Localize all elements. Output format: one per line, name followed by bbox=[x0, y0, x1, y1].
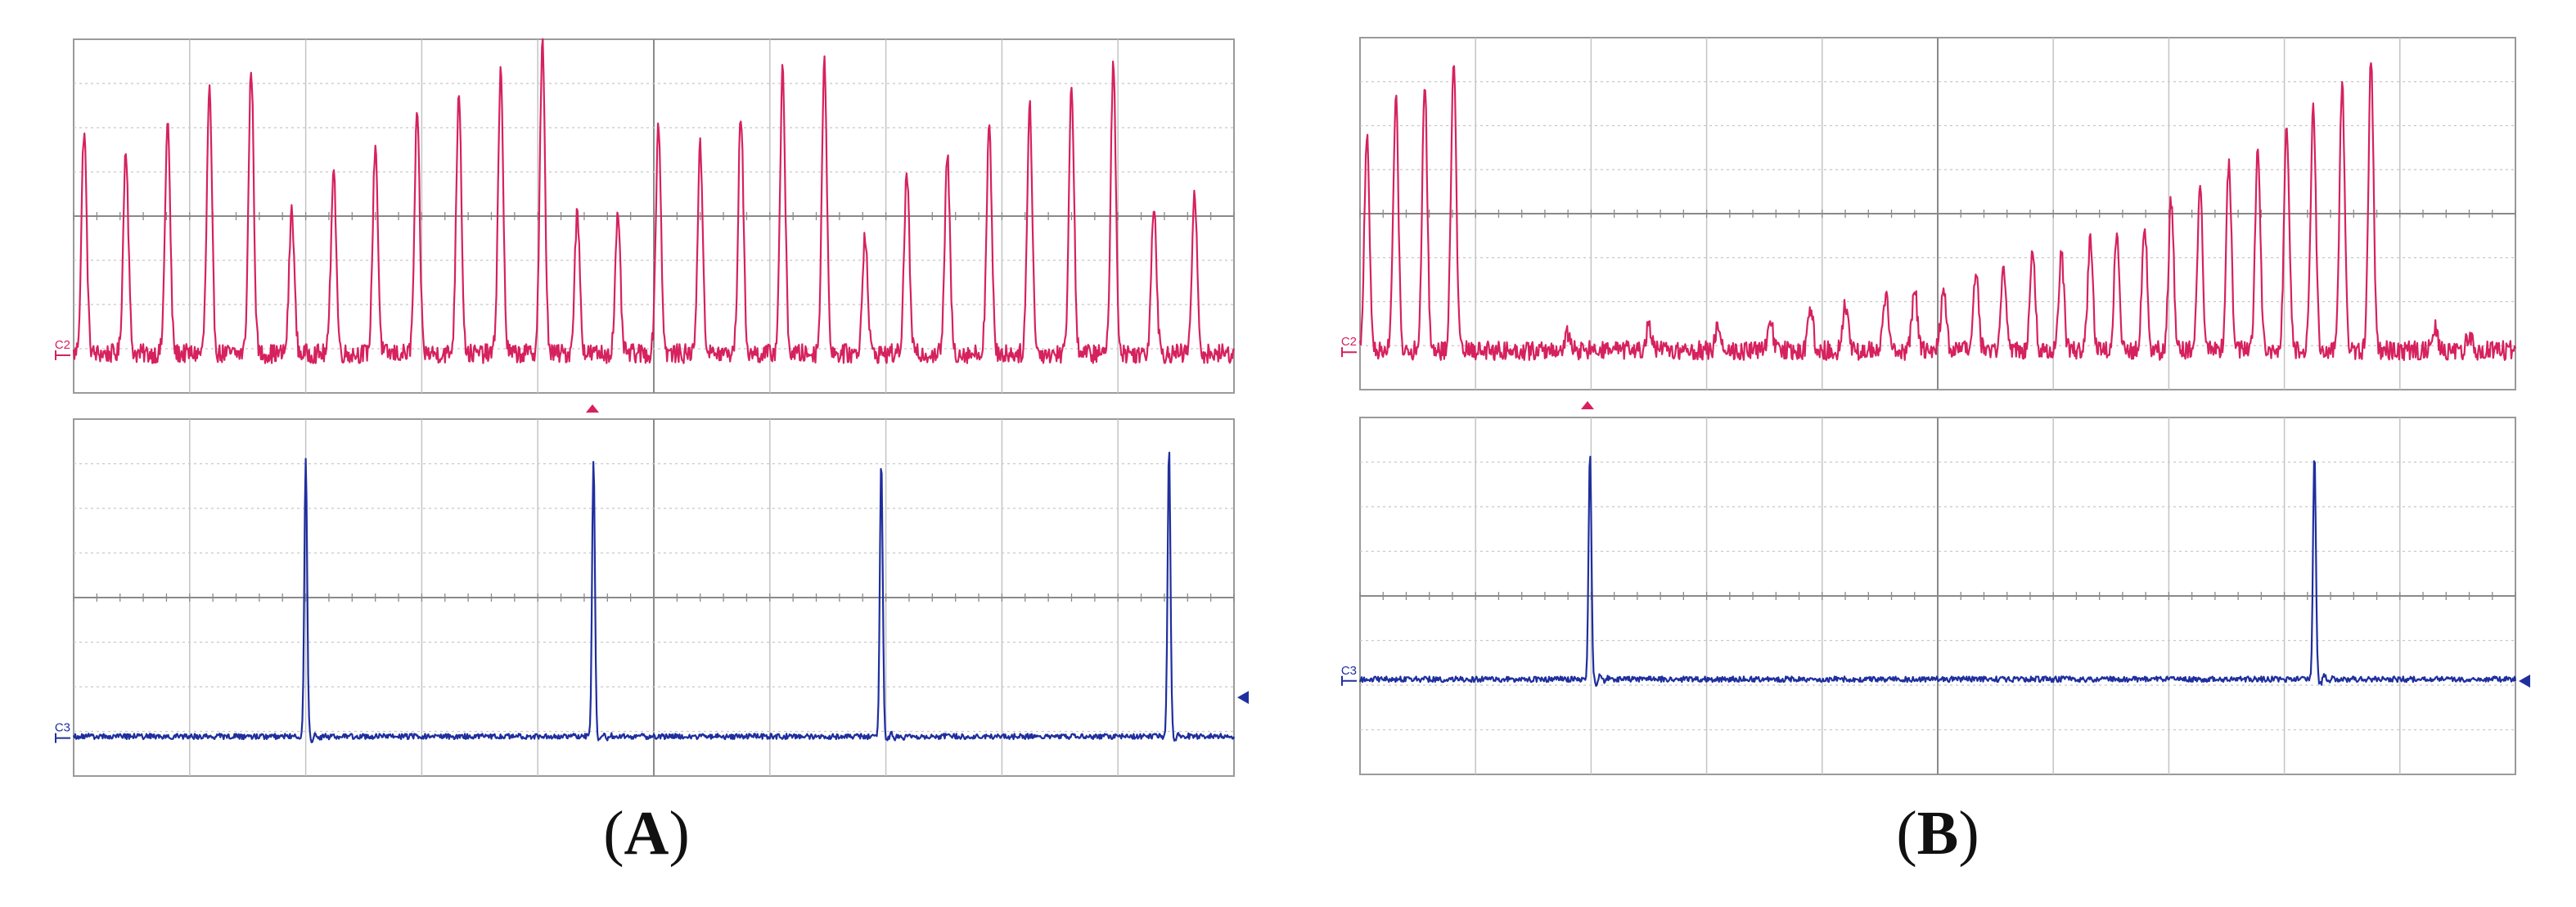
oscilloscope-a: C2 C3 bbox=[55, 38, 1249, 777]
peak-point-c2-14 bbox=[658, 123, 660, 124]
peak-point-c3-1 bbox=[592, 462, 594, 463]
peak-point-c2-10 bbox=[1885, 295, 1887, 296]
figure-panel-a: C2 C3 (A) bbox=[0, 0, 1277, 907]
plot-c3: C3 bbox=[55, 418, 1236, 777]
peak-point-c2-23 bbox=[1029, 106, 1030, 107]
peak-point-c2-19 bbox=[2144, 223, 2146, 225]
peak-point-c2-25 bbox=[1113, 64, 1115, 65]
peak-point-c2-6 bbox=[333, 167, 335, 169]
peak-point-c2-11 bbox=[542, 43, 543, 45]
peak-point-c2-2 bbox=[1424, 83, 1425, 84]
channel-label: C3 bbox=[55, 721, 70, 735]
peak-point-c2-14 bbox=[2003, 264, 2005, 266]
plot-c3: C3 bbox=[1341, 417, 2517, 775]
peak-point-c2-20 bbox=[2170, 199, 2172, 201]
oscilloscope-b: C2 C3 bbox=[1341, 37, 2530, 775]
peak-point-c2-5 bbox=[291, 209, 293, 210]
caption-b-label: B bbox=[1916, 799, 1959, 868]
peak-point-c2-9 bbox=[458, 88, 460, 90]
waveform-c3 bbox=[1358, 455, 2517, 688]
peak-point-c2-13 bbox=[1975, 271, 1977, 273]
peak-point-c3-3 bbox=[1169, 448, 1170, 449]
trigger-position-arrow-icon bbox=[586, 404, 599, 413]
peak-point-c2-8 bbox=[417, 115, 418, 117]
peak-point-c2-0 bbox=[83, 129, 85, 131]
peak-point-c3-0 bbox=[1589, 453, 1591, 454]
trigger-level-arrow-icon bbox=[1237, 691, 1249, 704]
peak-point-c2-19 bbox=[864, 232, 866, 234]
peak-point-c2-12 bbox=[576, 212, 578, 214]
peak-point-c2-4 bbox=[1567, 332, 1569, 334]
trigger-position-arrow-icon bbox=[1581, 401, 1594, 409]
peak-point-c2-18 bbox=[2116, 230, 2118, 232]
peak-point-c2-11 bbox=[1914, 288, 1916, 290]
peak-point-c2-28 bbox=[2434, 326, 2435, 327]
peak-point-c2-22 bbox=[2228, 158, 2230, 160]
peak-point-c2-26 bbox=[2341, 83, 2343, 84]
peak-point-c2-23 bbox=[2257, 141, 2259, 142]
peak-point-c2-24 bbox=[2286, 120, 2287, 122]
peak-point-c2-9 bbox=[1844, 302, 1846, 304]
peak-point-c2-3 bbox=[1452, 56, 1454, 57]
peak-point-c2-7 bbox=[375, 143, 376, 145]
peak-point-c2-20 bbox=[906, 170, 907, 172]
channel-label: C3 bbox=[1341, 664, 1357, 678]
peak-point-c2-16 bbox=[740, 112, 741, 114]
peak-point-c2-21 bbox=[947, 157, 948, 159]
channel-label: C2 bbox=[55, 338, 70, 352]
caption-b: (B) bbox=[1896, 799, 1979, 868]
figure-panel-b: C2 C3 (B) bbox=[1299, 0, 2576, 907]
waveform-c3 bbox=[72, 451, 1236, 743]
peak-point-c2-15 bbox=[2032, 244, 2033, 246]
peak-point-c2-10 bbox=[500, 71, 502, 73]
waveform-c2 bbox=[1358, 61, 2517, 361]
plot-c2: C2 bbox=[55, 38, 1235, 394]
peak-point-c2-15 bbox=[700, 147, 701, 148]
peak-point-c2-1 bbox=[1395, 97, 1397, 98]
peak-point-c2-26 bbox=[1153, 201, 1155, 203]
caption-a: (A) bbox=[603, 799, 690, 868]
plot-c2: C2 bbox=[1341, 37, 2517, 390]
peak-point-c2-17 bbox=[781, 71, 783, 73]
peak-point-c2-5 bbox=[1648, 326, 1650, 327]
peak-point-c2-7 bbox=[1769, 315, 1771, 317]
peak-point-c2-21 bbox=[2200, 186, 2201, 187]
peak-point-c2-2 bbox=[167, 123, 169, 124]
peak-point-c2-1 bbox=[125, 147, 127, 148]
trigger-level-arrow-icon bbox=[2519, 675, 2530, 688]
peak-point-c3-1 bbox=[2313, 453, 2315, 454]
peak-point-c2-29 bbox=[2469, 332, 2470, 334]
waveform-c2 bbox=[72, 38, 1235, 364]
peak-point-c2-18 bbox=[823, 64, 825, 65]
peak-point-c2-6 bbox=[1718, 323, 1719, 324]
caption-a-label: A bbox=[624, 799, 669, 868]
peak-point-c2-0 bbox=[1367, 138, 1368, 139]
peak-point-c2-25 bbox=[2313, 100, 2314, 102]
channel-label: C2 bbox=[1341, 335, 1357, 349]
peak-point-c2-12 bbox=[1943, 285, 1944, 287]
peak-point-c2-24 bbox=[1071, 84, 1073, 86]
peak-point-c2-17 bbox=[2089, 240, 2091, 241]
peak-point-c2-4 bbox=[250, 67, 252, 69]
peak-point-c2-3 bbox=[209, 92, 210, 93]
peak-point-c2-8 bbox=[1810, 309, 1812, 310]
peak-point-c2-27 bbox=[1194, 195, 1196, 196]
peak-point-c2-16 bbox=[2060, 250, 2062, 252]
peak-point-c2-22 bbox=[989, 126, 990, 128]
peak-point-c2-13 bbox=[617, 219, 619, 220]
peak-point-c3-2 bbox=[880, 458, 882, 459]
peak-point-c3-0 bbox=[305, 458, 307, 459]
peak-point-c2-27 bbox=[2371, 56, 2372, 57]
